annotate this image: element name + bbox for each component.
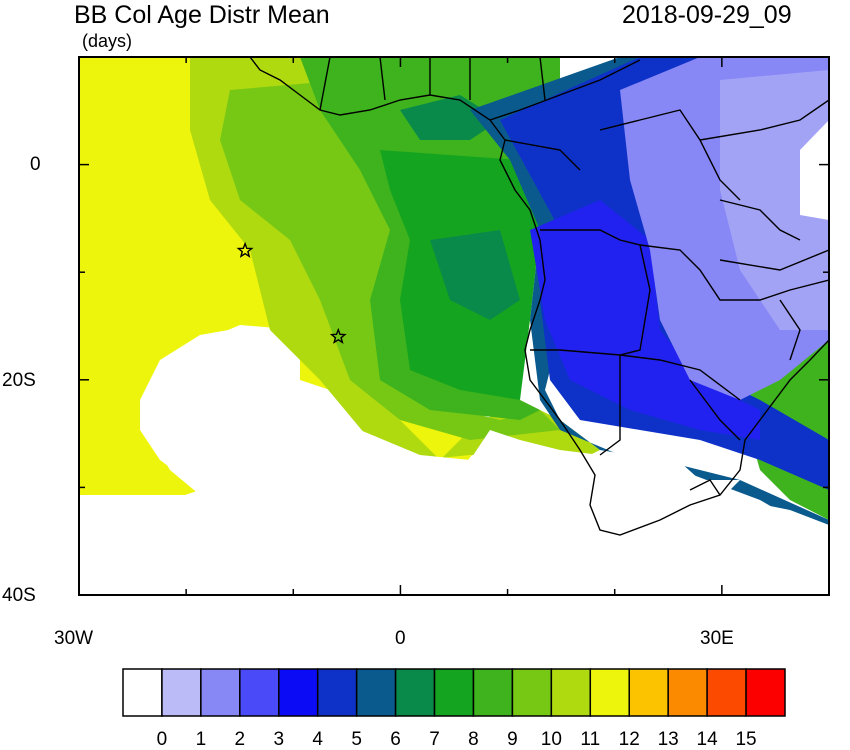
colorbar-label-13: 13 [657,729,679,750]
colorbar-label-8: 8 [468,729,479,750]
lon-label-0: 0 [395,628,406,649]
colorbar-box-13 [628,668,669,717]
axis-ticks [78,56,830,596]
colorbar-label-7: 7 [429,729,440,750]
plot-title: BB Col Age Distr Mean [74,1,330,29]
region-darkgreen [430,230,520,320]
colorbar-box-1 [161,668,202,717]
region-darkgreen-north [400,95,500,140]
colorbar-label-15: 15 [735,729,757,750]
colorbar [122,668,786,717]
colorbar-box-14 [667,668,708,717]
colorbar-box-3 [239,668,280,717]
star-marker-1 [236,241,254,258]
colorbar-label-6: 6 [390,729,401,750]
colorbar-box-5 [316,668,358,717]
country-borders [249,57,829,536]
colorbar-box-7 [394,668,436,717]
colorbar-box-4 [278,668,319,717]
colorbar-label-4: 4 [312,729,323,750]
lat-label-40s: 40S [2,585,36,606]
colorbar-box-16 [745,668,786,717]
colorbar-box-8 [433,668,475,717]
datetime-label: 2018-09-29_09 [622,1,792,29]
colorbar-box-10 [511,668,553,717]
colorbar-box-9 [472,668,514,717]
lat-label-20s: 20S [2,370,36,391]
colorbar-box-15 [706,668,747,717]
region-white-east [800,120,829,220]
colorbar-label-12: 12 [618,729,640,750]
map-field [79,57,829,595]
colorbar-label-1: 1 [195,729,207,750]
units-label: (days) [82,31,133,51]
colorbar-label-14: 14 [696,729,718,750]
colorbar-label-10: 10 [540,729,562,750]
colorbar-box-11 [550,668,592,717]
star-marker-2 [329,327,347,344]
colorbar-label-0: 0 [156,729,168,750]
lon-label-30w: 30W [54,628,94,649]
colorbar-label-2: 2 [234,729,246,750]
colorbar-label-5: 5 [351,729,362,750]
colorbar-label-9: 9 [507,729,518,750]
colorbar-label-11: 11 [580,729,601,750]
colorbar-box-0 [122,668,163,717]
colorbar-box-2 [200,668,241,717]
region-white-ocean [79,328,829,595]
colorbar-box-12 [589,668,630,717]
lat-label-0: 0 [30,154,41,175]
markers-layer [236,241,347,344]
region-white-southafrica [580,452,740,535]
colorbar-label-3: 3 [273,729,285,750]
map-frame [78,56,830,596]
lon-label-30e: 30E [700,628,734,649]
colorbar-box-6 [355,668,397,717]
